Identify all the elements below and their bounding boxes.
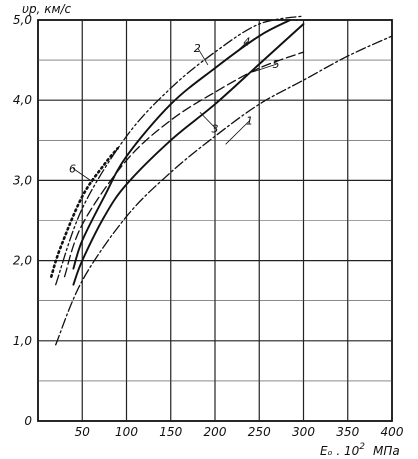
y-tick-label: 3,0 (13, 173, 32, 187)
y-tick-label: 0 (24, 414, 32, 428)
y-axis-label: υp, км/с (22, 2, 72, 16)
series-label-5: 5 (273, 58, 280, 71)
x-axis-label-exponent: 2 (359, 442, 365, 452)
series-label-2: 2 (194, 42, 201, 55)
x-tick-label: 350 (336, 425, 359, 439)
x-tick-label: 300 (292, 425, 315, 439)
x-tick-label: 200 (204, 425, 227, 439)
series-line-6 (49, 147, 119, 278)
x-tick-label: 100 (115, 425, 138, 439)
series-label-leader-6 (72, 168, 94, 183)
series-label-6: 6 (69, 162, 76, 175)
series-labels: 1 2 3 4 5 6 (69, 36, 280, 183)
series-label-3: 3 (211, 122, 218, 135)
series-line-2 (55, 15, 305, 286)
series-line-3 (72, 23, 305, 286)
x-axis-label-unit: МПа (373, 444, 400, 458)
x-tick-label: 50 (75, 425, 91, 439)
series-line-4 (72, 19, 292, 270)
series-label-4: 4 (243, 36, 250, 49)
grid (37, 19, 393, 422)
series-label-leader-2 (197, 47, 209, 66)
x-tick-label: 150 (159, 425, 182, 439)
y-tick-label: 5,0 (13, 13, 32, 27)
tick-labels: 50 100 150 200 250 300 350 400 0 1,0 2,0 3,0 4,0 5,0 (13, 13, 404, 439)
x-axis-label-main: Eₒ . 10 (320, 444, 360, 458)
y-tick-label: 2,0 (13, 254, 32, 268)
series-label-leader-5 (252, 63, 277, 73)
y-tick-label: 4,0 (13, 93, 32, 107)
series-line-1 (55, 35, 393, 346)
x-tick-label: 400 (381, 425, 404, 439)
x-tick-label: 250 (248, 425, 271, 439)
series-label-leader-1 (225, 119, 251, 145)
series-label-1: 1 (246, 114, 253, 127)
y-tick-label: 1,0 (13, 334, 32, 348)
series-label-leader-4 (234, 41, 248, 54)
series-label-leader-3 (199, 111, 216, 129)
x-axis-label: Eₒ . 102 МПа (320, 442, 400, 458)
series-layer (49, 15, 393, 346)
series-line-5 (63, 51, 305, 278)
